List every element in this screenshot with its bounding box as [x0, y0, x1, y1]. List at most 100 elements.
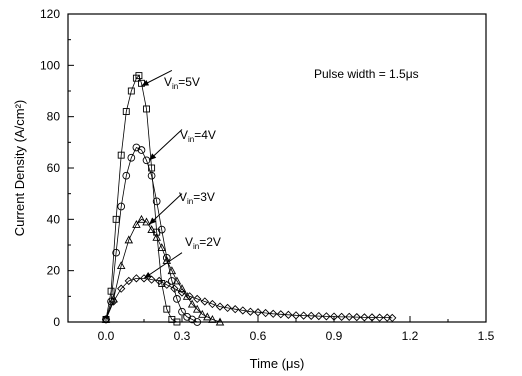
x-tick-label: 1.5 [478, 329, 495, 343]
y-axis-label: Current Density (A/cm²) [12, 100, 27, 237]
data-point-circle [157, 225, 166, 234]
data-point-triangle [172, 276, 182, 285]
data-point-diamond [383, 313, 392, 322]
data-point-circle [147, 171, 156, 180]
data-point-circle [122, 171, 131, 180]
data-point-diamond [117, 284, 126, 293]
data-point-square [163, 305, 171, 313]
data-point-triangle [132, 220, 141, 228]
data-point-diamond [162, 280, 171, 289]
series-line [105, 146, 198, 323]
x-tick-label: 0.3 [174, 329, 191, 343]
series-triangle [101, 214, 225, 326]
data-point-square [122, 108, 130, 115]
data-point-diamond [208, 299, 217, 309]
data-point-square [173, 318, 181, 326]
data-point-diamond [231, 305, 240, 314]
data-point-diamond [269, 309, 278, 318]
data-point-square [107, 287, 115, 295]
data-point-diamond [200, 297, 209, 306]
data-point-circle [142, 156, 151, 165]
data-point-diamond [284, 310, 293, 319]
data-point-triangle [177, 284, 187, 293]
data-point-diamond [109, 297, 118, 306]
data-point-diamond [367, 313, 377, 322]
data-point-triangle [157, 243, 166, 252]
data-point-circle [183, 313, 191, 321]
data-point-diamond [388, 313, 397, 323]
series-layer [101, 72, 397, 326]
data-point-diamond [360, 313, 369, 322]
y-tick-label: 120 [40, 7, 60, 21]
x-tick-label: 1.2 [402, 329, 419, 343]
y-tick-label: 80 [47, 110, 61, 124]
annotation-arrows [141, 70, 183, 279]
data-point-diamond [238, 306, 247, 315]
series-diamond [101, 274, 397, 324]
annotation-arrow-line [143, 252, 183, 279]
data-point-square [135, 72, 143, 80]
data-point-triangle [137, 214, 146, 223]
data-point-circle [137, 146, 146, 154]
data-point-circle [127, 153, 136, 162]
data-point-square [112, 215, 120, 223]
annotation-arrow-head [149, 217, 157, 225]
x-axis-label: Time (μs) [250, 356, 305, 371]
data-point-diamond [352, 312, 361, 322]
data-point-diamond [223, 303, 232, 313]
label-vin-4v: Vin=4V [180, 128, 216, 144]
y-tick-label: 0 [53, 315, 60, 329]
data-point-diamond [276, 310, 285, 319]
data-point-triangle [142, 217, 151, 226]
data-point-diamond [322, 312, 331, 321]
data-point-circle [152, 197, 161, 206]
label-vin-5v: Vin=5V [164, 75, 200, 91]
series-line [105, 74, 178, 323]
data-point-triangle [187, 299, 197, 308]
data-point-circle [112, 248, 120, 257]
data-point-diamond [177, 288, 187, 297]
data-point-diamond [314, 311, 323, 321]
data-point-triangle [203, 312, 212, 321]
data-point-diamond [299, 311, 308, 320]
annotation-arrow-head [144, 271, 152, 279]
data-point-triangle [215, 317, 225, 326]
data-point-circle [132, 143, 141, 152]
annotation-arrow-line [148, 193, 183, 225]
data-point-diamond [170, 284, 179, 293]
data-point-circle [117, 202, 126, 211]
data-point-diamond [193, 294, 202, 304]
data-point-triangle [147, 225, 156, 234]
y-tick-label: 20 [47, 264, 61, 278]
data-point-square [117, 151, 125, 159]
annotation-arrow-line [148, 129, 183, 161]
data-point-square [127, 87, 135, 95]
data-point-triangle [116, 261, 126, 269]
data-point-diamond [185, 292, 194, 301]
data-point-circle [193, 318, 202, 326]
data-point-diamond [329, 312, 339, 321]
data-point-diamond [375, 313, 384, 322]
data-point-circle [173, 295, 181, 303]
x-tick-label: 0.9 [326, 329, 343, 343]
data-point-triangle [192, 304, 202, 313]
data-point-diamond [246, 307, 255, 316]
data-point-circle [178, 307, 186, 316]
data-point-diamond [337, 312, 346, 322]
y-tick-label: 40 [47, 212, 61, 226]
axis-ticks: 0.0 0.3 0.6 0.9 1.2 1.5 0 20 40 60 80 100 120 [40, 7, 495, 343]
data-point-diamond [345, 312, 354, 322]
plot-frame [67, 13, 487, 323]
data-point-diamond [155, 276, 164, 286]
data-point-triangle [198, 309, 207, 318]
data-point-triangle [124, 235, 134, 244]
y-tick-label: 100 [40, 58, 60, 72]
data-point-diamond [101, 315, 111, 324]
data-point-diamond [147, 275, 156, 284]
data-point-triangle [208, 314, 217, 323]
data-point-diamond [253, 308, 263, 317]
data-point-triangle [152, 232, 161, 241]
data-point-diamond [132, 274, 141, 283]
data-point-diamond [291, 311, 301, 320]
